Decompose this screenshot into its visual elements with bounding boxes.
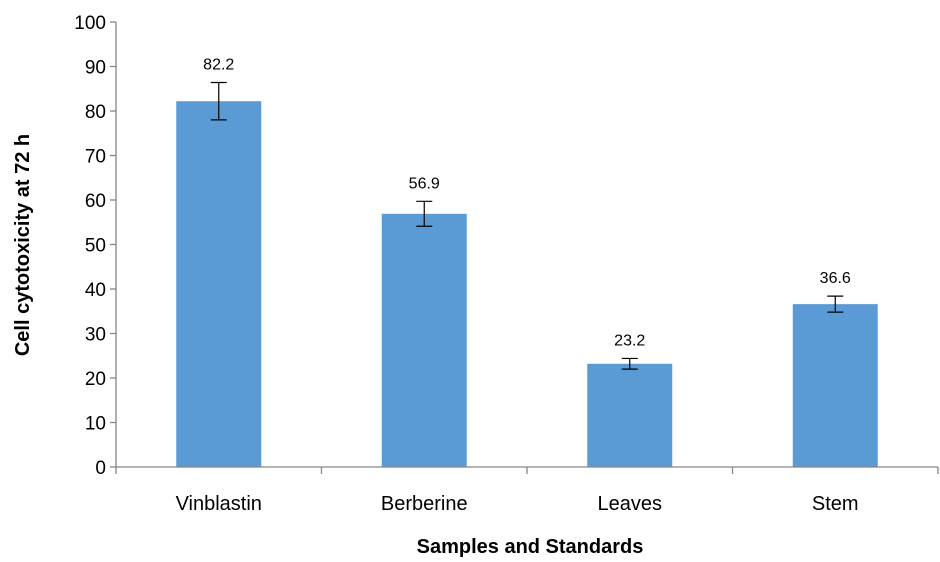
x-axis-title: Samples and Standards: [417, 536, 644, 558]
bar-stem: [792, 304, 878, 467]
y-tick-label: 70: [85, 147, 106, 168]
y-tick-label: 100: [74, 13, 106, 34]
bars-layer: [176, 101, 878, 468]
y-tick-label: 40: [85, 280, 106, 301]
x-ticks: [115, 467, 939, 474]
data-label: 56.9: [409, 175, 440, 192]
y-tick-label: 30: [85, 325, 106, 346]
x-tick-label: Berberine: [381, 493, 468, 515]
x-tick-label: Stem: [812, 493, 859, 515]
y-tick-label: 50: [85, 236, 106, 257]
error-bars-layer: [210, 81, 844, 370]
bar-leaves: [587, 363, 673, 467]
y-tick-label: 90: [85, 58, 106, 79]
x-tick-label: Leaves: [598, 493, 663, 515]
data-label: 82.2: [203, 57, 234, 74]
y-tick-label: 60: [85, 191, 106, 212]
data-labels: 82.2 Vinblastin 56.9 Berberine 23.2 Leaves 36.…: [176, 57, 859, 515]
y-ticks: 0 10 20 30 40 50 60 70 80 90 100: [74, 13, 116, 479]
y-axis-title: Cell cytotoxicity at 72 h: [12, 134, 34, 356]
y-tick-label: 80: [85, 102, 106, 123]
y-tick-label: 20: [85, 369, 106, 390]
y-tick-label: 0: [95, 458, 106, 479]
x-tick-label: Vinblastin: [176, 493, 262, 515]
bar-berberine: [381, 213, 467, 467]
data-label: 36.6: [820, 270, 851, 287]
y-tick-label: 10: [85, 414, 106, 435]
data-label: 23.2: [614, 332, 645, 349]
bar-vinblastin: [176, 101, 262, 468]
